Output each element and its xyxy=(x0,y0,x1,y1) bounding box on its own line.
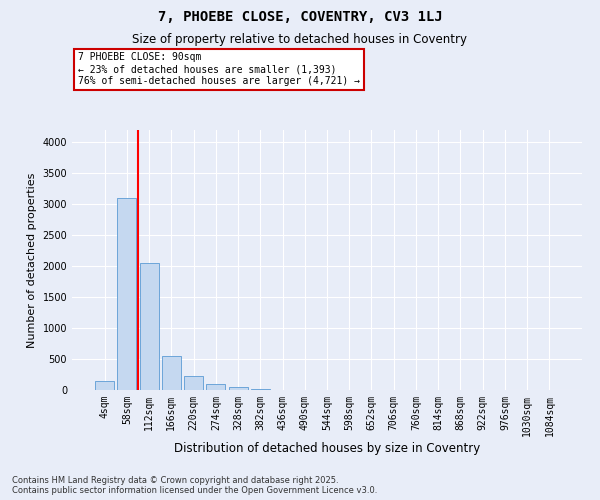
Text: 7 PHOEBE CLOSE: 90sqm
← 23% of detached houses are smaller (1,393)
76% of semi-d: 7 PHOEBE CLOSE: 90sqm ← 23% of detached … xyxy=(78,52,360,86)
Text: Contains HM Land Registry data © Crown copyright and database right 2025.
Contai: Contains HM Land Registry data © Crown c… xyxy=(12,476,377,495)
Bar xyxy=(229,387,248,390)
Text: Size of property relative to detached houses in Coventry: Size of property relative to detached ho… xyxy=(133,32,467,46)
Text: 7, PHOEBE CLOSE, COVENTRY, CV3 1LJ: 7, PHOEBE CLOSE, COVENTRY, CV3 1LJ xyxy=(158,10,442,24)
Bar xyxy=(118,198,136,390)
Bar xyxy=(162,356,181,390)
Bar xyxy=(184,376,203,390)
Y-axis label: Number of detached properties: Number of detached properties xyxy=(27,172,37,348)
X-axis label: Distribution of detached houses by size in Coventry: Distribution of detached houses by size … xyxy=(174,442,480,454)
Bar xyxy=(95,380,114,390)
Bar xyxy=(206,384,225,390)
Bar xyxy=(140,263,158,390)
